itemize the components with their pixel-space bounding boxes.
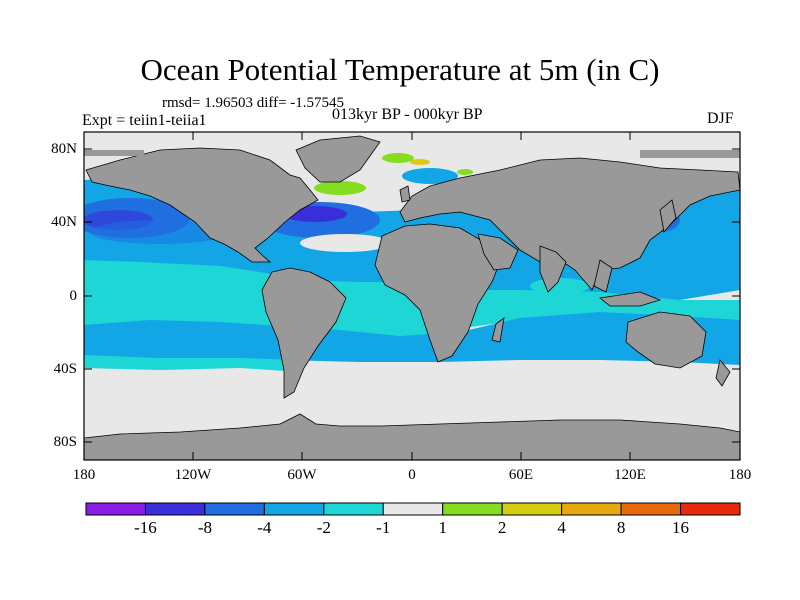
warm-barents [457, 169, 473, 175]
colorbar-label-2: -4 [257, 518, 272, 537]
colorbar-label-9: 16 [672, 518, 690, 537]
warm-labrador-sea [314, 181, 366, 195]
arctic-landmask-east [640, 150, 740, 158]
longitude-ticks [192, 132, 631, 460]
arabia [477, 233, 519, 271]
india [539, 245, 567, 293]
cool-nordic [402, 168, 458, 184]
eurasia [399, 157, 740, 291]
lat-label-40s: 40S [53, 361, 77, 377]
season-label: DJF [707, 110, 734, 127]
south-america [261, 267, 347, 399]
southeast-asia [593, 259, 613, 293]
lon-label-180w: 180 [72, 467, 96, 483]
warming-zones [314, 153, 473, 195]
statistics-text: rmsd= 1.96503 diff= -1.57545 [162, 95, 345, 111]
lon-label-120e: 120E [614, 467, 646, 483]
north-america [85, 147, 319, 263]
madagascar [491, 317, 505, 343]
indonesia [599, 291, 662, 307]
colorbar-label-0: -16 [134, 518, 157, 537]
lat-label-80n: 80N [51, 141, 77, 157]
period-label: 013kyr BP - 000kyr BP [332, 106, 483, 123]
antarctica [84, 413, 740, 460]
japan [659, 199, 677, 233]
colorbar-label-4: -1 [376, 518, 391, 537]
latitude-ticks [84, 148, 740, 443]
map-title: Ocean Potential Temperature at 5m (in C) [140, 52, 660, 87]
experiment-label: Expt = teiin1-teiia1 [82, 112, 207, 129]
lon-label-120w: 120W [174, 467, 212, 483]
lat-label-80s: 80S [53, 434, 77, 450]
lon-label-180e: 180 [728, 467, 752, 483]
warm-greenland-sea [382, 153, 414, 163]
lon-label-60e: 60E [508, 467, 534, 483]
colorbar-label-8: 8 [616, 518, 626, 537]
cool-indian-ocean [530, 278, 590, 294]
no-change-atlantic-patch [300, 234, 390, 252]
colorbar-label-5: 1 [438, 518, 447, 537]
colorbar-label-1: -8 [197, 518, 212, 537]
land-masses [84, 135, 740, 460]
cool-band-south-pacific [84, 355, 300, 372]
africa [374, 223, 501, 363]
lon-label-60w: 60W [287, 467, 317, 483]
lat-label-40n: 40N [51, 214, 77, 230]
warm-norwegian [410, 159, 430, 165]
arctic-landmask-west [84, 150, 144, 156]
cool-band-southern [84, 312, 740, 365]
greenland [295, 135, 381, 183]
colorbar-label-7: 4 [557, 518, 566, 537]
lat-label-0: 0 [69, 288, 78, 304]
new-zealand [715, 359, 731, 387]
map-field [84, 132, 740, 460]
lon-label-0: 0 [408, 467, 416, 483]
colorbar-label-6: 2 [497, 518, 507, 537]
australia [625, 311, 707, 369]
cool-central-pacific [90, 220, 230, 244]
colorbar-label-3: -2 [316, 518, 331, 537]
uk-islands [399, 185, 411, 203]
